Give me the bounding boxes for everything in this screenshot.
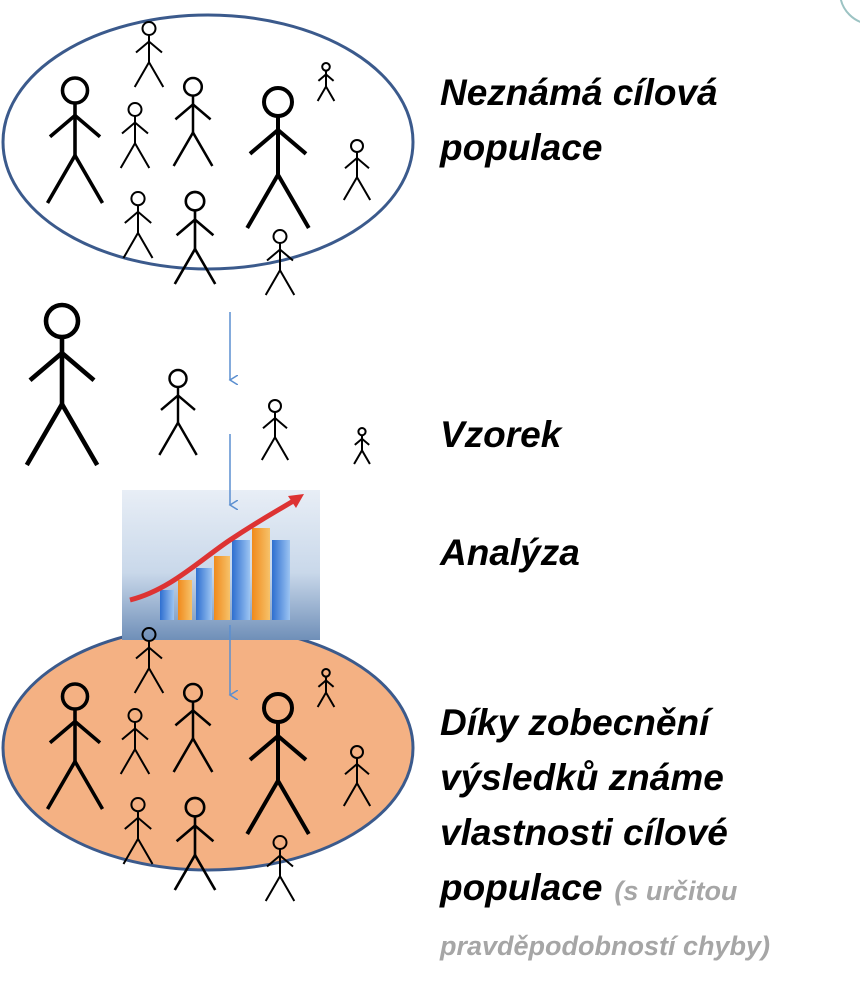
sample-label: Vzorek xyxy=(440,414,564,455)
conclusion-line: populace (s určitou xyxy=(439,867,738,908)
population-label: populace xyxy=(439,127,602,168)
figure-part xyxy=(266,876,295,901)
conclusion-label: vlastnosti cílové xyxy=(440,812,728,853)
conclusion-note: pravděpodobností chyby) xyxy=(439,931,770,961)
figure-part xyxy=(27,404,97,465)
conclusion-label: populace xyxy=(439,867,602,908)
corner-decoration xyxy=(840,0,860,24)
conclusion-note: (s určitou xyxy=(614,876,738,906)
figure-part xyxy=(46,305,78,337)
population-label: Neznámá cílová xyxy=(440,72,718,113)
figure-part xyxy=(358,428,365,435)
figure-part xyxy=(159,423,196,455)
figure-part xyxy=(262,437,288,460)
figure-part xyxy=(170,370,187,387)
conclusion-label: výsledků známe xyxy=(440,757,724,798)
analysis-label: Analýza xyxy=(439,532,580,573)
conclusion-label: Díky zobecnění xyxy=(440,702,714,743)
figure-part xyxy=(266,270,295,295)
diagram: Neznámá cílová populace Vzorek Analýza D… xyxy=(0,0,860,990)
figure-part xyxy=(354,450,370,464)
figure-part xyxy=(269,400,281,412)
analysis-image xyxy=(122,490,320,640)
